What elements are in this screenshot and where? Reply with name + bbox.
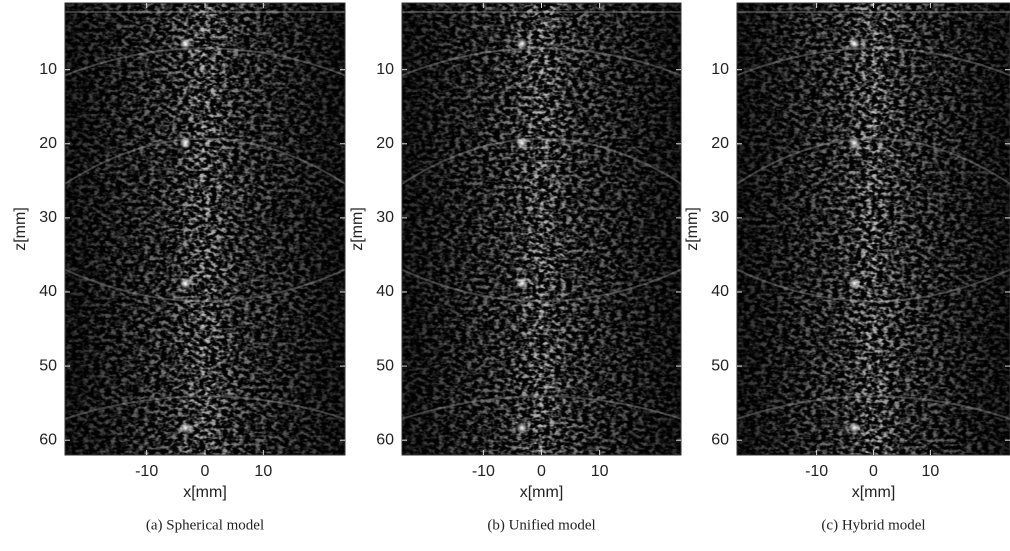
point-target bbox=[515, 37, 528, 50]
y-tick-label: 20 bbox=[711, 135, 729, 152]
y-tick-label: 50 bbox=[711, 357, 729, 374]
y-tick-label: 10 bbox=[39, 61, 57, 78]
y-tick-label: 20 bbox=[376, 135, 394, 152]
beam-shading bbox=[402, 3, 681, 455]
y-tick-label: 60 bbox=[39, 431, 57, 448]
interface-arc bbox=[64, 47, 346, 77]
interface-arc bbox=[736, 268, 1010, 303]
y-tick-label: 60 bbox=[711, 431, 729, 448]
point-target bbox=[179, 421, 192, 434]
y-tick-label: 10 bbox=[376, 61, 394, 78]
y-axis-label: z[mm] bbox=[684, 207, 701, 251]
caption: (a) Spherical model bbox=[146, 517, 264, 533]
x-tick-label: 10 bbox=[254, 463, 272, 480]
ultrasound-image bbox=[736, 3, 1010, 455]
x-tick-label: 0 bbox=[537, 463, 546, 480]
x-axis-label: x[mm] bbox=[183, 484, 227, 501]
interface-arc bbox=[401, 47, 682, 77]
x-tick-label: 0 bbox=[201, 463, 210, 480]
point-target bbox=[848, 421, 861, 434]
y-axis-label: z[mm] bbox=[349, 207, 366, 251]
x-tick-label: -10 bbox=[472, 463, 495, 480]
interface-arc bbox=[736, 47, 1010, 77]
x-tick-label: -10 bbox=[805, 463, 828, 480]
y-tick-label: 30 bbox=[376, 209, 394, 226]
y-tick-label: 50 bbox=[39, 357, 57, 374]
caption: (c) Hybrid model bbox=[821, 517, 925, 533]
x-tick-label: -10 bbox=[135, 463, 158, 480]
interface-arc bbox=[401, 137, 682, 185]
x-axis-label: x[mm] bbox=[852, 484, 896, 501]
point-target bbox=[848, 137, 861, 150]
ultrasound-image bbox=[64, 3, 346, 455]
point-target bbox=[179, 277, 192, 290]
x-tick-label: 10 bbox=[591, 463, 609, 480]
x-tick-label: 10 bbox=[921, 463, 939, 480]
interface-arc bbox=[64, 395, 346, 420]
point-target bbox=[848, 37, 861, 50]
point-target bbox=[515, 277, 528, 290]
point-target bbox=[515, 137, 528, 150]
y-tick-label: 40 bbox=[39, 283, 57, 300]
y-tick-label: 10 bbox=[711, 61, 729, 78]
y-tick-label: 40 bbox=[376, 283, 394, 300]
y-tick-label: 60 bbox=[376, 431, 394, 448]
beam-shading bbox=[65, 3, 345, 455]
interface-arc bbox=[736, 137, 1010, 185]
beam-shading bbox=[737, 3, 1010, 455]
y-tick-label: 50 bbox=[376, 357, 394, 374]
y-tick-label: 40 bbox=[711, 283, 729, 300]
ultrasound-image bbox=[401, 3, 682, 455]
caption: (b) Unified model bbox=[487, 517, 595, 533]
interface-arc bbox=[64, 137, 346, 185]
y-axis-label: z[mm] bbox=[12, 207, 29, 251]
y-tick-label: 30 bbox=[39, 209, 57, 226]
point-target bbox=[179, 37, 192, 50]
y-tick-label: 30 bbox=[711, 209, 729, 226]
y-tick-label: 20 bbox=[39, 135, 57, 152]
x-tick-label: 0 bbox=[869, 463, 878, 480]
interface-arc bbox=[64, 268, 346, 303]
point-target bbox=[515, 421, 528, 434]
interface-arc bbox=[401, 395, 682, 420]
point-target bbox=[848, 277, 861, 290]
x-axis-label: x[mm] bbox=[520, 484, 564, 501]
interface-arc bbox=[736, 395, 1010, 420]
point-target bbox=[179, 137, 192, 150]
interface-arc bbox=[401, 268, 682, 303]
